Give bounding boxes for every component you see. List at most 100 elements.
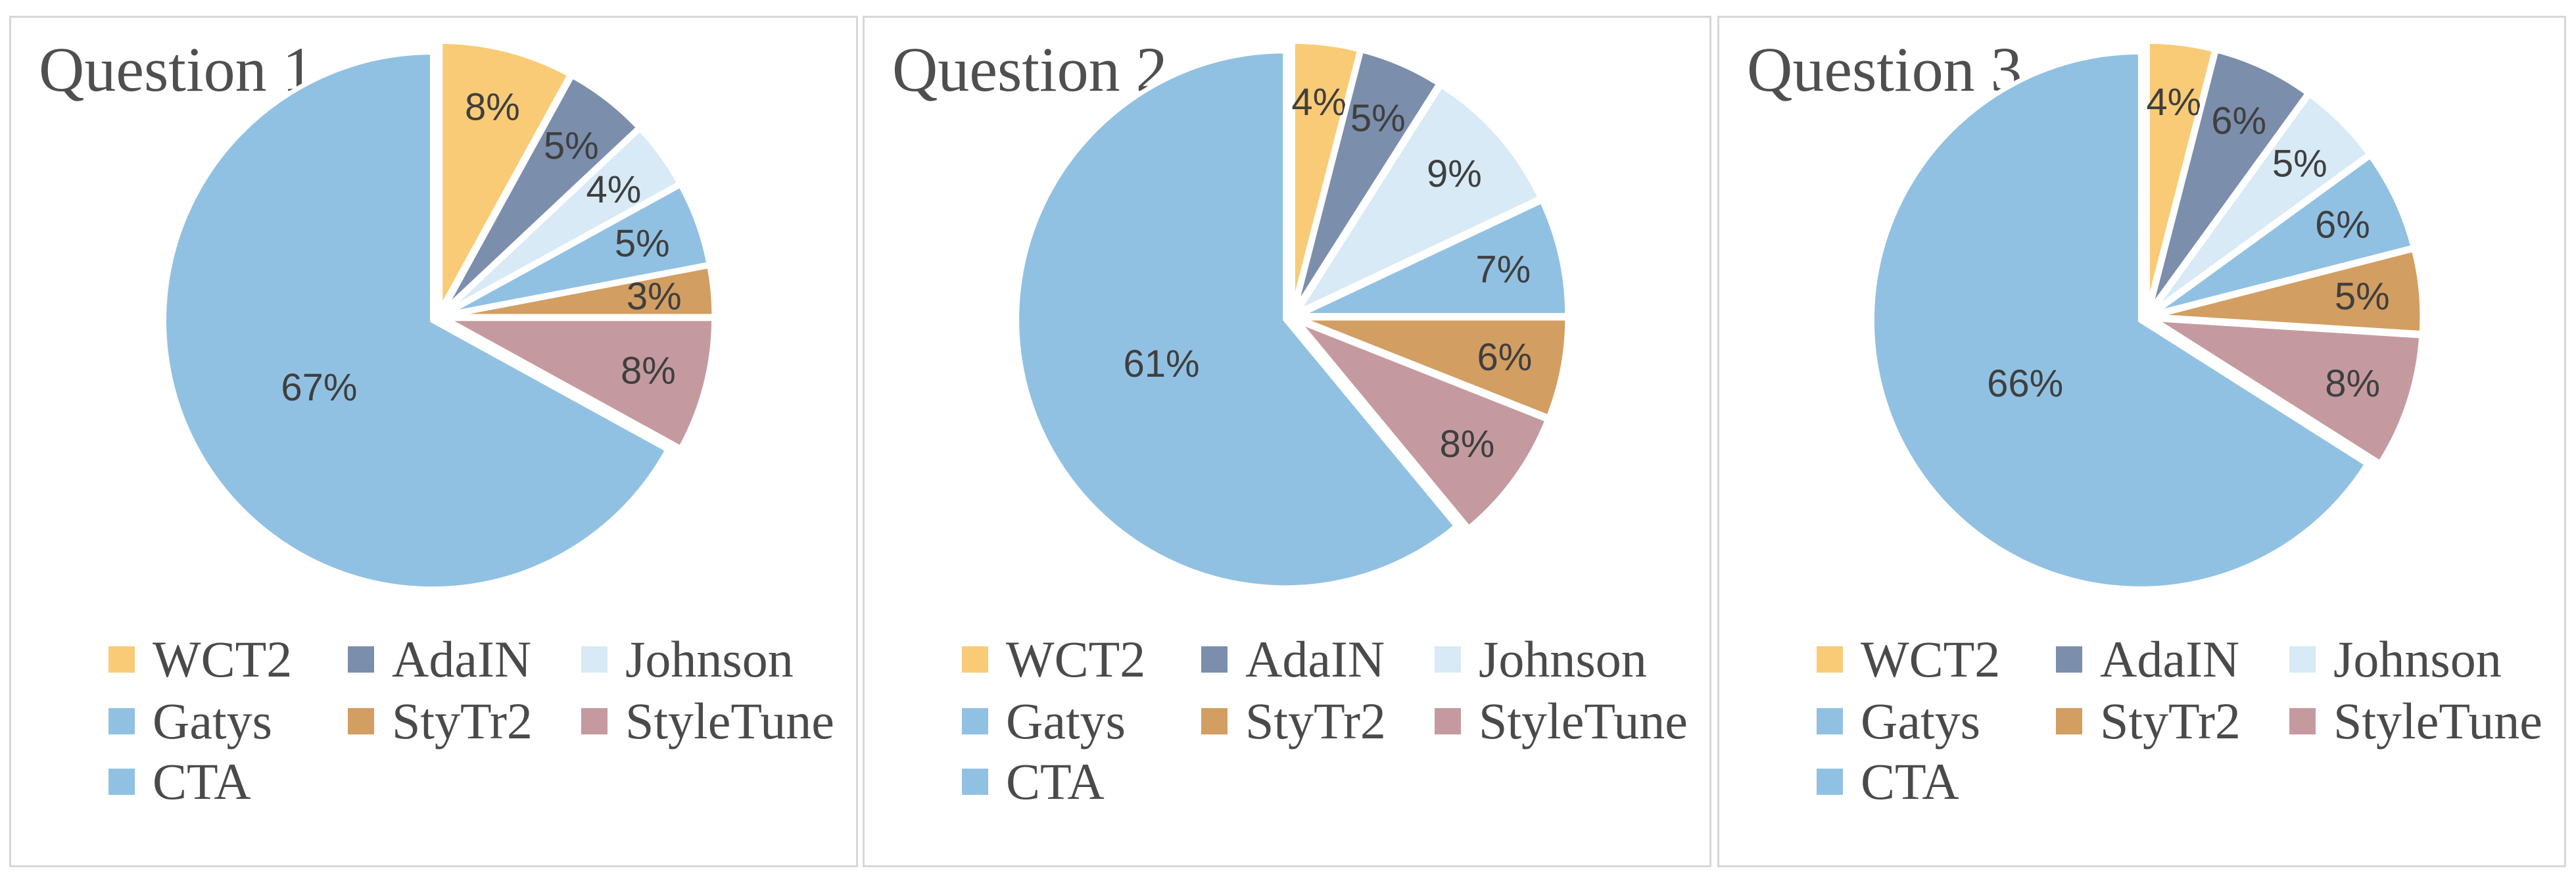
legend-swatch-cta <box>108 769 135 795</box>
pct-label-johnson: 9% <box>1427 153 1482 195</box>
pie-chart: 8%5%4%5%3%8%67% <box>162 39 717 592</box>
legend-label-adain: AdaIN <box>2100 631 2240 688</box>
pie-slice-cta <box>162 50 670 592</box>
pct-label-wct2: 8% <box>465 86 520 129</box>
legend-item-johnson: Johnson <box>581 634 794 685</box>
chart-title: Question 3 <box>1747 34 2022 105</box>
pie-slice-gatys <box>1297 199 1570 318</box>
legend-item-wct2: WCT2 <box>1817 634 2000 685</box>
pct-label-cta: 67% <box>281 366 357 409</box>
legend-item-gatys: Gatys <box>1817 696 1980 747</box>
pie-slice-adain <box>2147 48 2310 313</box>
pct-label-cta: 66% <box>1987 362 2063 405</box>
legend-label-cta: CTA <box>1006 753 1105 810</box>
pct-label-stytr2: 6% <box>1477 336 1532 379</box>
pct-label-gatys: 5% <box>615 222 670 265</box>
legend-item-cta: CTA <box>1817 756 1959 807</box>
legend-label-gatys: Gatys <box>1861 692 1980 750</box>
pie-slice-styletune <box>2151 316 2424 465</box>
legend-item-adain: AdaIN <box>348 634 531 685</box>
legend-label-styletune: StyleTune <box>1479 692 1688 750</box>
legend-item-styletune: StyleTune <box>1435 696 1688 747</box>
legend-item-wct2: WCT2 <box>962 634 1145 685</box>
legend-swatch-wct2 <box>962 646 988 673</box>
pct-label-styletune: 8% <box>621 349 676 392</box>
panel-question-3: Question 3 4% 6% 5% 6% 5% 8% 66% WCT2 AdaIN John… <box>1717 16 2566 867</box>
pct-label-gatys: 6% <box>2315 203 2370 246</box>
legend-swatch-wct2 <box>1817 646 1843 673</box>
legend-item-gatys: Gatys <box>962 696 1126 747</box>
legend-swatch-adain <box>1201 646 1228 673</box>
pie-slice-cta <box>1014 49 1459 590</box>
pie-slice-cta <box>1869 49 2370 591</box>
legend-swatch-cta <box>962 769 988 795</box>
legend: WCT2 AdaIN Johnson Gatys StyTr2 StyleTune CTA <box>865 18 1709 865</box>
legend-swatch-cta <box>1817 769 1843 795</box>
legend-item-adain: AdaIN <box>1201 634 1385 685</box>
pie-slice-stytr2 <box>443 264 717 319</box>
legend-swatch-stytr2 <box>348 708 374 734</box>
pie-slice-stytr2 <box>1297 316 1570 419</box>
panel-question-2: Question 2 4% 5% 9% 7% 6% 8% 61% WCT2 AdaIN John… <box>863 16 1711 867</box>
legend-label-wct2: WCT2 <box>153 631 293 688</box>
legend-swatch-gatys <box>1817 708 1843 734</box>
pie-slice-johnson <box>2149 92 2372 314</box>
pct-label-stytr2: 5% <box>2335 275 2390 318</box>
legend-label-cta: CTA <box>1861 753 1959 810</box>
pct-label-johnson: 5% <box>2272 143 2327 185</box>
legend-label-johnson: Johnson <box>2333 631 2502 688</box>
pct-label-johnson: 4% <box>586 168 641 211</box>
legend-item-stytr2: StyTr2 <box>2056 696 2241 747</box>
chart-title: Question 1 <box>39 34 314 105</box>
pct-label-adain: 5% <box>544 124 599 167</box>
legend-label-gatys: Gatys <box>153 692 272 750</box>
legend-swatch-stytr2 <box>2056 708 2082 734</box>
chart-title: Question 2 <box>892 34 1168 105</box>
legend-item-cta: CTA <box>108 756 251 807</box>
legend-label-wct2: WCT2 <box>1861 631 2001 688</box>
pie-slice-wct2 <box>2145 39 2217 312</box>
legend-label-gatys: Gatys <box>1006 692 1126 750</box>
legend-label-wct2: WCT2 <box>1006 631 1146 688</box>
legend-swatch-styletune <box>581 708 608 734</box>
pct-label-adain: 6% <box>2211 100 2266 143</box>
legend-item-stytr2: StyTr2 <box>1201 696 1386 747</box>
legend-label-stytr2: StyTr2 <box>392 692 533 750</box>
legend-label-styletune: StyleTune <box>2333 692 2542 750</box>
legend: WCT2 AdaIN Johnson Gatys StyTr2 StyleTune CTA <box>1719 18 2564 865</box>
legend-item-johnson: Johnson <box>1435 634 1647 685</box>
legend-swatch-styletune <box>2289 708 2316 734</box>
legend-item-adain: AdaIN <box>2056 634 2239 685</box>
legend-label-styletune: StyleTune <box>625 692 834 750</box>
legend-label-adain: AdaIN <box>392 631 532 688</box>
pct-label-wct2: 4% <box>1291 81 1347 124</box>
legend-swatch-johnson <box>1435 646 1461 673</box>
pie-slice-styletune <box>443 316 717 450</box>
legend-item-styletune: StyleTune <box>2289 696 2542 747</box>
legend-item-gatys: Gatys <box>108 696 272 747</box>
pct-label-adain: 5% <box>1350 97 1406 139</box>
legend-label-johnson: Johnson <box>625 631 794 688</box>
legend: WCT2 AdaIN Johnson Gatys StyTr2 StyleTune CTA <box>11 18 856 865</box>
pct-label-cta: 61% <box>1124 343 1200 385</box>
legend-label-stytr2: StyTr2 <box>2100 692 2241 750</box>
legend-swatch-styletune <box>1435 708 1461 734</box>
pct-label-stytr2: 3% <box>627 275 682 318</box>
legend-swatch-adain <box>2056 646 2082 673</box>
legend-item-cta: CTA <box>962 756 1105 807</box>
legend-item-johnson: Johnson <box>2289 634 2502 685</box>
pct-label-styletune: 8% <box>2325 362 2380 405</box>
legend-item-stytr2: StyTr2 <box>348 696 533 747</box>
legend-swatch-gatys <box>108 708 135 734</box>
pct-label-wct2: 4% <box>2146 81 2201 124</box>
pie-slice-gatys <box>2151 154 2416 316</box>
legend-label-stytr2: StyTr2 <box>1245 692 1386 750</box>
pie-slice-stytr2 <box>2151 247 2425 336</box>
pct-label-styletune: 8% <box>1439 423 1494 465</box>
pie-slice-wct2 <box>438 39 572 312</box>
legend-label-cta: CTA <box>153 753 251 810</box>
legend-label-adain: AdaIN <box>1245 631 1385 688</box>
pie-slice-johnson <box>1295 83 1542 315</box>
legend-item-styletune: StyleTune <box>581 696 834 747</box>
legend-swatch-wct2 <box>108 646 135 673</box>
